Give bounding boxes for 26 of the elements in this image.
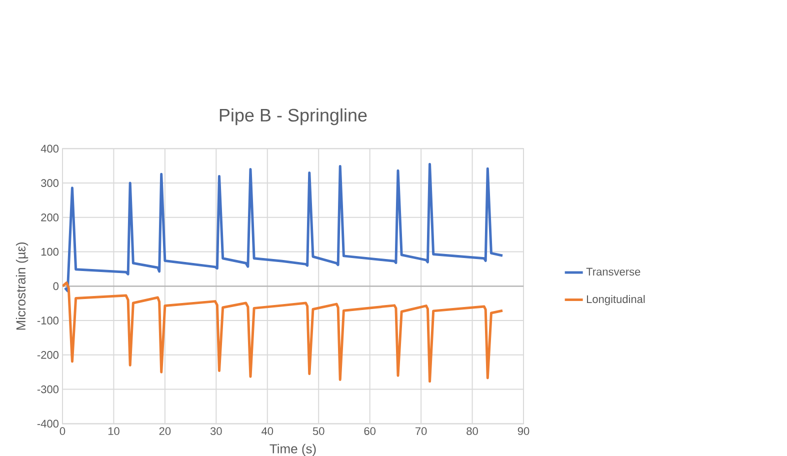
x-tick-label: 0 bbox=[60, 427, 66, 436]
line-series bbox=[62, 282, 504, 383]
y-axis-title: Microstrain (µε) bbox=[16, 242, 28, 330]
x-tick-label: 40 bbox=[262, 427, 274, 436]
x-tick-label: 80 bbox=[466, 427, 478, 436]
y-tick-label: 400 bbox=[40, 144, 59, 153]
x-tick-label: 70 bbox=[415, 427, 427, 436]
x-tick-label: 30 bbox=[210, 427, 222, 436]
y-tick-label: 200 bbox=[41, 214, 59, 222]
x-axis-title: Time (s) bbox=[270, 444, 316, 456]
line-series bbox=[64, 162, 504, 292]
legend-label: Longitudinal bbox=[586, 294, 645, 306]
x-tick-label: 10 bbox=[108, 427, 120, 436]
y-tick-label: 0 bbox=[53, 282, 59, 290]
x-tick-label: 90 bbox=[518, 427, 530, 436]
y-tick-label: -300 bbox=[37, 385, 59, 394]
y-tick-label: -200 bbox=[37, 351, 59, 359]
y-tick-label: 100 bbox=[41, 248, 59, 256]
x-tick-label: 20 bbox=[159, 427, 171, 436]
y-tick-label: -400 bbox=[37, 420, 59, 428]
legend-label: Transverse bbox=[586, 268, 640, 276]
chart-title: Pipe B - Springline bbox=[220, 108, 367, 126]
y-tick-label: -100 bbox=[37, 316, 59, 324]
x-tick-label: 60 bbox=[364, 427, 376, 436]
x-tick-label: 50 bbox=[312, 427, 324, 436]
y-tick-label: 300 bbox=[41, 179, 59, 187]
